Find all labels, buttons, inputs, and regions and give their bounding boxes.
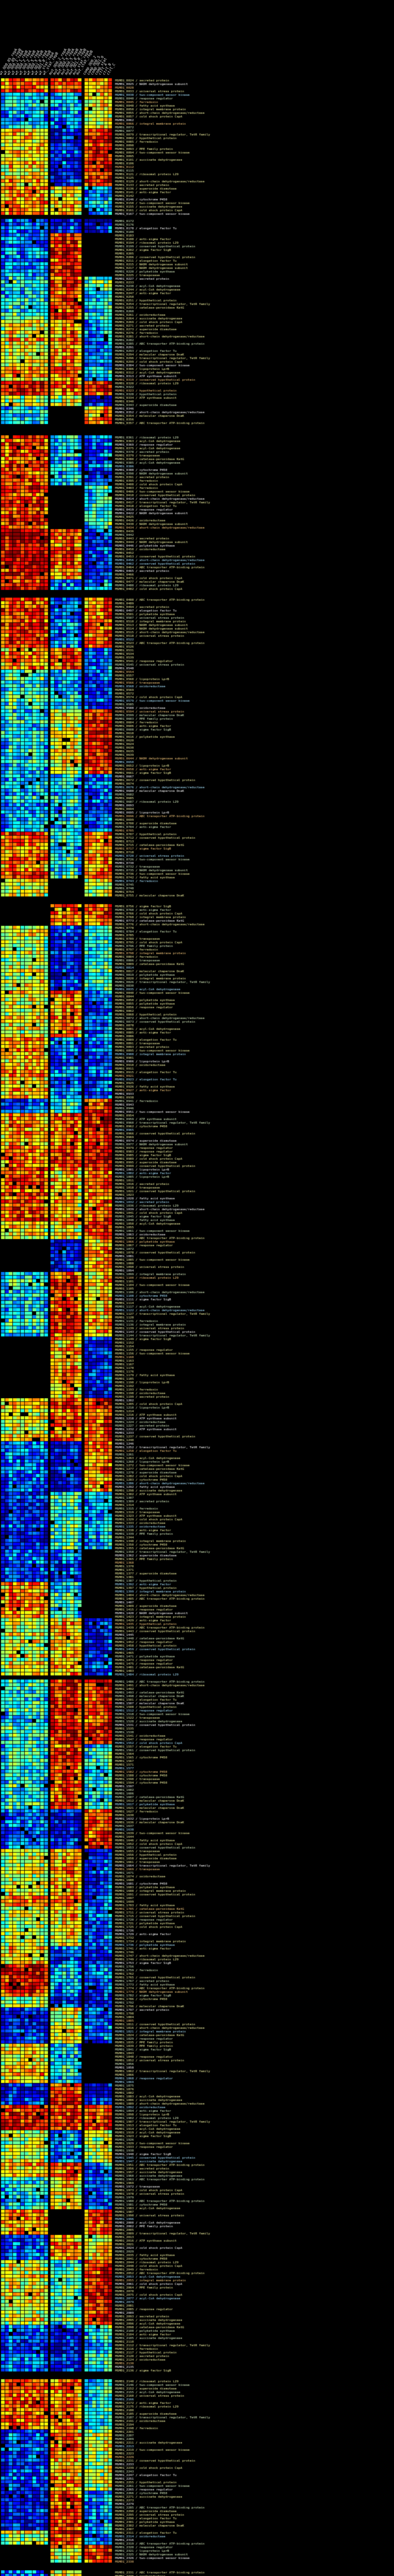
column-labels: wt_OD0.05_repA wt_OD0.05_repB wt_OD0.1_rep…: [0, 0, 394, 77]
